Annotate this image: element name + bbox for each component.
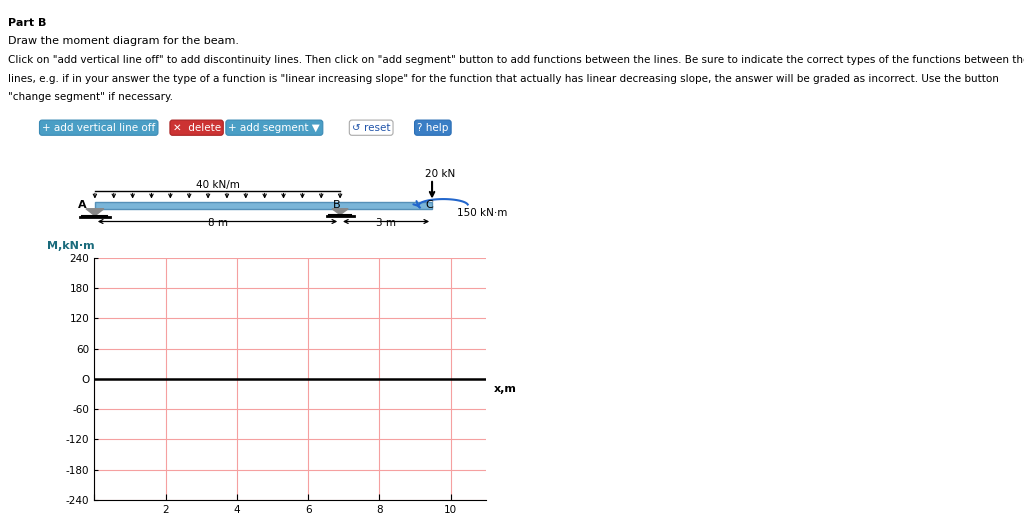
Text: ✕  delete: ✕ delete: [172, 123, 220, 133]
Text: Draw the moment diagram for the beam.: Draw the moment diagram for the beam.: [8, 36, 240, 46]
Text: Part B: Part B: [8, 18, 46, 28]
Text: C: C: [425, 200, 433, 210]
Bar: [95, 202, 432, 209]
Text: 3 m: 3 m: [376, 218, 396, 228]
Text: lines, e.g. if in your answer the type of a function is "linear increasing slope: lines, e.g. if in your answer the type o…: [8, 74, 999, 83]
Text: M,kN·m: M,kN·m: [47, 241, 95, 251]
Text: x,m: x,m: [495, 384, 517, 394]
Text: 8 m: 8 m: [208, 218, 227, 228]
Polygon shape: [86, 209, 103, 215]
Text: Click on "add vertical line off" to add discontinuity lines. Then click on "add : Click on "add vertical line off" to add …: [8, 55, 1024, 65]
Polygon shape: [332, 209, 348, 214]
Text: + add vertical line off: + add vertical line off: [42, 123, 156, 133]
Text: A: A: [78, 200, 86, 210]
Text: + add segment ▼: + add segment ▼: [228, 123, 321, 133]
Text: 150 kN·m: 150 kN·m: [457, 208, 507, 218]
Text: 20 kN: 20 kN: [425, 168, 456, 179]
Text: ↺ reset: ↺ reset: [352, 123, 390, 133]
Text: "change segment" if necessary.: "change segment" if necessary.: [8, 92, 173, 102]
Text: 40 kN/m: 40 kN/m: [196, 180, 240, 190]
Text: ? help: ? help: [417, 123, 449, 133]
Text: B: B: [334, 200, 341, 210]
